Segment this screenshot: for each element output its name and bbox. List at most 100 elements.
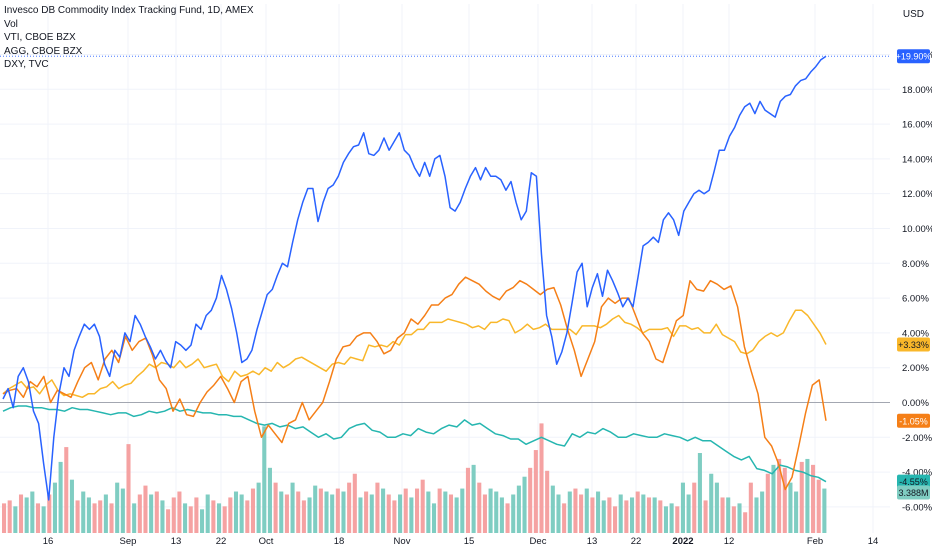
volume-bar: [24, 497, 29, 533]
volume-bar: [760, 491, 765, 533]
volume-bar: [471, 464, 476, 533]
volume-bar: [794, 491, 799, 533]
volume-bar: [52, 482, 57, 533]
volume-bar: [658, 500, 663, 533]
volume-bar: [324, 491, 329, 533]
volume-bar: [415, 488, 420, 533]
volume-bar: [381, 488, 386, 533]
volume-bar: [720, 497, 725, 533]
volume-bar: [697, 453, 702, 533]
volume-bar: [245, 500, 250, 533]
volume-bar: [301, 500, 306, 533]
x-tick-label: 14: [868, 536, 879, 547]
y-tick-label: 16.00%: [902, 120, 932, 131]
price-axis[interactable]: 20.00%18.00%16.00%14.00%12.00%10.00%8.00…: [902, 50, 932, 513]
volume-bar: [743, 512, 748, 533]
x-tick-label: 18: [334, 536, 345, 547]
volume-bar: [641, 494, 646, 533]
volume-bar: [686, 494, 691, 533]
volume-bar: [431, 503, 437, 533]
volume-bar: [200, 509, 205, 533]
volume-bar: [460, 488, 465, 533]
volume-bar: [494, 491, 499, 533]
y-tick-label: 8.00%: [902, 259, 929, 270]
volume-bar: [799, 461, 804, 533]
volume-bar: [296, 491, 301, 533]
volume-bar: [782, 467, 787, 533]
volume-bar: [788, 482, 793, 533]
y-tick-label: 0.00%: [902, 398, 929, 409]
volume-bar: [505, 503, 510, 533]
volume-bar: [533, 450, 538, 533]
x-tick-label: 22: [631, 536, 642, 547]
volume-bar: [454, 497, 459, 533]
volume-bar: [30, 491, 35, 533]
y-tick-label: 4.00%: [902, 328, 929, 339]
x-tick-label: 2022: [672, 536, 693, 547]
volume-bar: [126, 444, 131, 533]
volume-bar: [47, 494, 52, 533]
x-tick-label: 13: [587, 536, 598, 547]
value-badge: +19.90%: [896, 49, 932, 64]
volume-bar: [709, 473, 714, 533]
legend-vti[interactable]: VTI, CBOE BZX: [4, 32, 76, 43]
volume-bar: [624, 500, 629, 533]
volume-bar: [103, 494, 108, 533]
volume-bar: [341, 491, 346, 533]
volume-bar: [822, 488, 827, 533]
volume-bar: [482, 494, 487, 533]
volume-bar: [205, 494, 210, 533]
volume-bar: [613, 506, 618, 533]
legend: Invesco DB Commodity Index Tracking Fund…: [4, 4, 254, 72]
volume-bar: [149, 494, 154, 533]
volume-bar: [58, 461, 63, 533]
value-badge: -1.05%: [897, 413, 930, 428]
volume-bar: [618, 494, 623, 533]
series-lines: [2, 55, 827, 501]
volume-bar: [98, 500, 103, 533]
volume-bar: [64, 447, 69, 533]
currency-label[interactable]: USD: [903, 9, 924, 20]
volume-bar: [703, 500, 708, 533]
volume-bar: [754, 497, 759, 533]
value-badge-text: +3.33%: [898, 340, 929, 350]
legend-dxy[interactable]: DXY, TVC: [4, 59, 49, 70]
volume-bar: [403, 488, 408, 533]
volume-bar: [539, 423, 544, 533]
volume-bar: [748, 482, 753, 533]
volume-bar: [69, 479, 74, 533]
volume-bar: [171, 497, 176, 533]
volume-bar: [528, 467, 533, 533]
legend-main-symbol[interactable]: Invesco DB Commodity Index Tracking Fund…: [4, 5, 254, 16]
legend-volume[interactable]: Vol: [4, 18, 18, 30]
volume-bar: [680, 482, 685, 533]
volume-bar: [629, 497, 635, 533]
vti-line: [2, 276, 827, 491]
legend-agg[interactable]: AGG, CBOE BZX: [4, 45, 83, 57]
volume-bar: [369, 494, 374, 533]
volume-bar: [347, 482, 352, 533]
volume-bar: [239, 494, 244, 533]
value-badge: +3.33%: [897, 337, 930, 352]
volume-bar: [601, 500, 606, 533]
value-badge-text: 3.388M: [898, 488, 928, 498]
volume-bar: [307, 497, 312, 533]
volume-bar: [499, 497, 504, 533]
volume-bar: [465, 467, 470, 533]
y-tick-label: 14.00%: [902, 154, 932, 165]
grid: [0, 4, 890, 533]
volume-bar: [262, 426, 267, 533]
time-axis[interactable]: 16 Sep 13 22 Oct 18 Nov 15 Dec 13 22 2022 12 Feb 14: [43, 536, 879, 547]
volume-bar: [545, 470, 550, 533]
y-tick-label: 12.00%: [902, 189, 932, 200]
volume-bar: [256, 482, 261, 533]
volume-bar: [765, 473, 770, 533]
volume-bar: [352, 473, 357, 533]
value-badge-text: +19.90%: [896, 52, 932, 62]
volume-bar: [607, 497, 612, 533]
y-tick-label: 6.00%: [902, 294, 929, 305]
volume-bar: [392, 500, 397, 533]
volume-bar: [228, 497, 233, 533]
